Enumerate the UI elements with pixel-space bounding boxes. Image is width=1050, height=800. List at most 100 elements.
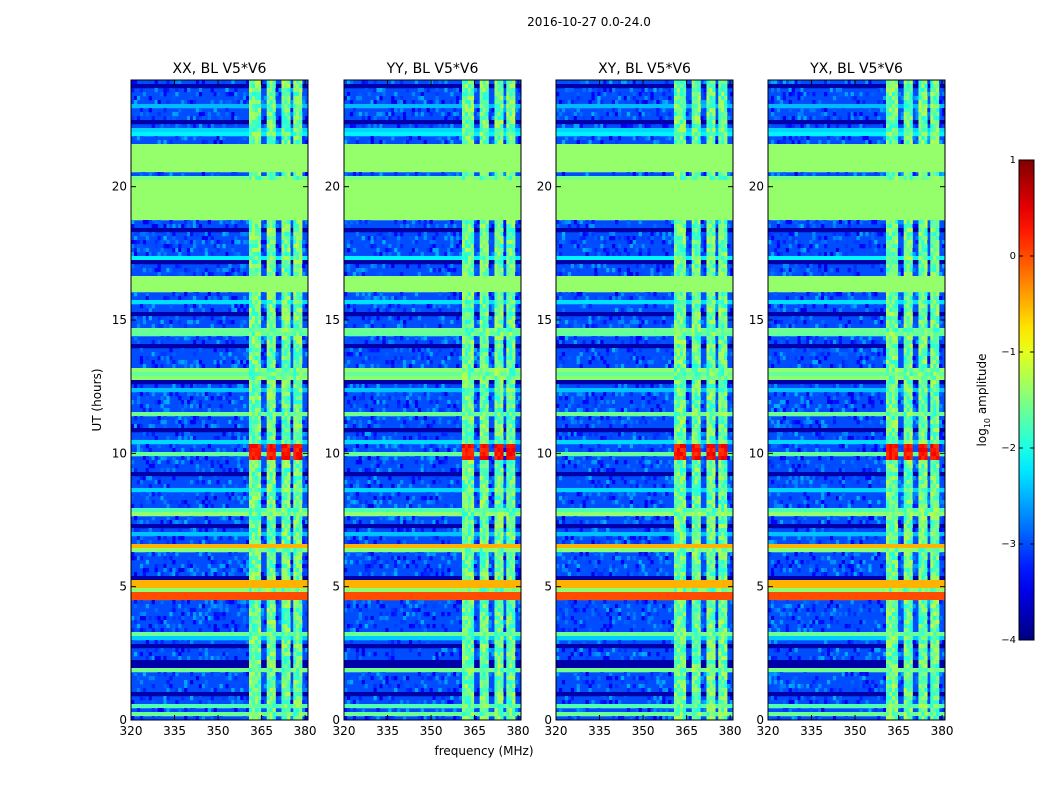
heatmap-cell [296, 592, 300, 597]
heatmap-cell [163, 492, 167, 497]
heatmap-cell [479, 176, 483, 181]
heatmap-cell [299, 708, 303, 713]
heatmap-cell [266, 304, 270, 309]
heatmap-cell [240, 528, 244, 533]
heatmap-cell [216, 272, 220, 277]
heatmap-cell [482, 232, 486, 237]
heatmap-cell [266, 520, 270, 525]
heatmap-cell [296, 108, 300, 113]
heatmap-cell [272, 116, 276, 121]
heatmap-cell [296, 452, 300, 457]
heatmap-cell [367, 348, 371, 353]
heatmap-cell [370, 348, 374, 353]
x-tick-label: 320 [120, 724, 143, 738]
heatmap-cell [479, 360, 483, 365]
heatmap-cell [136, 656, 141, 661]
heatmap-cell [435, 136, 439, 141]
heatmap-cell [190, 308, 194, 313]
heatmap-cell [275, 308, 279, 313]
heatmap-cell [151, 464, 155, 469]
heatmap-cell [485, 228, 489, 233]
heatmap-cell [216, 240, 220, 245]
heatmap-cell [296, 132, 300, 137]
heatmap-cell [293, 132, 297, 137]
heatmap-cell [344, 136, 348, 141]
heatmap-cell [464, 372, 469, 377]
heatmap-cell [213, 116, 217, 121]
heatmap-cell [293, 292, 297, 297]
heatmap-cell [494, 304, 498, 309]
heatmap-cell [473, 364, 478, 369]
heatmap-cell [175, 112, 179, 117]
heatmap-cell [243, 496, 247, 501]
heatmap-cell [266, 592, 270, 597]
heatmap-cell [287, 124, 291, 129]
heatmap-cell [249, 316, 253, 321]
heatmap-cell [163, 352, 167, 357]
heatmap-cell [254, 564, 259, 569]
heatmap-cell [479, 372, 483, 377]
heatmap-cell [462, 328, 466, 333]
heatmap-cell [154, 384, 158, 389]
heatmap-cell [175, 264, 179, 269]
heatmap-cell [198, 528, 203, 533]
heatmap-row [131, 104, 308, 109]
heatmap-cell [293, 584, 297, 589]
heatmap-cell [263, 516, 267, 521]
heatmap-cell [249, 700, 253, 705]
heatmap-cell [254, 368, 259, 373]
heatmap-cell [272, 328, 276, 333]
heatmap-cell [266, 684, 270, 689]
heatmap-cell [234, 456, 238, 461]
heatmap-cell [257, 480, 262, 485]
heatmap-cell [281, 80, 285, 85]
heatmap-cell [302, 700, 306, 705]
heatmap-cell [299, 540, 303, 545]
heatmap-cell [216, 264, 220, 269]
heatmap-cell [225, 624, 229, 629]
heatmap-cell [500, 264, 504, 269]
heatmap-cell [249, 580, 253, 585]
heatmap-cell [157, 672, 161, 677]
heatmap-cell [284, 244, 288, 249]
heatmap-cell [251, 88, 256, 93]
heatmap-yy [344, 80, 522, 721]
heatmap-cell [266, 220, 270, 225]
heatmap-cell [417, 140, 421, 145]
heatmap-cell [249, 468, 253, 473]
heatmap-cell [293, 716, 297, 721]
heatmap-cell [293, 260, 297, 265]
heatmap-cell [293, 308, 297, 313]
heatmap-cell [175, 88, 179, 93]
heatmap-cell [281, 356, 285, 361]
heatmap-cell [444, 236, 448, 241]
heatmap-cell [462, 272, 466, 277]
heatmap-cell [299, 96, 303, 101]
heatmap-cell [512, 84, 516, 89]
heatmap-cell [249, 460, 253, 465]
heatmap-cell [145, 308, 149, 313]
heatmap-cell [444, 88, 448, 93]
heatmap-cell [222, 360, 226, 365]
heatmap-cell [379, 88, 383, 93]
heatmap-cell [305, 96, 309, 101]
heatmap-cell [154, 352, 158, 357]
heatmap-cell [234, 556, 238, 561]
heatmap-cell [269, 704, 273, 709]
heatmap-cell [228, 560, 232, 565]
heatmap-cell [462, 228, 466, 233]
heatmap-cell [145, 456, 149, 461]
heatmap-cell [172, 624, 176, 629]
heatmap-cell [260, 616, 265, 621]
heatmap-cell [251, 656, 256, 661]
heatmap-row [131, 148, 308, 153]
heatmap-cell [249, 540, 253, 545]
heatmap-cell [254, 228, 259, 233]
heatmap-cell [254, 480, 259, 485]
heatmap-cell [154, 364, 158, 369]
heatmap-cell [293, 460, 297, 465]
heatmap-cell [151, 552, 155, 557]
heatmap-cell [266, 136, 270, 141]
heatmap-cell [272, 236, 276, 241]
